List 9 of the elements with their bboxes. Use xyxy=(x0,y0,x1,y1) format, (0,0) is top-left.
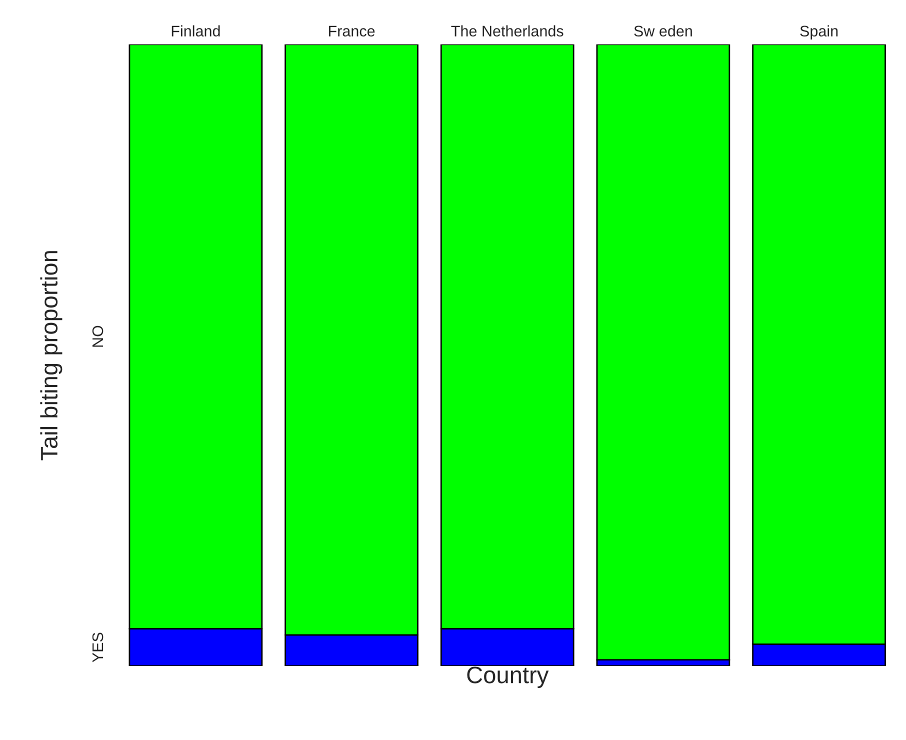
x-tick-label: Finland xyxy=(172,25,220,37)
x-axis-title: Country xyxy=(467,666,549,688)
text: YES xyxy=(92,632,104,662)
y-axis-title: Tail biting proportion xyxy=(40,251,62,460)
x-tick-label: Spain xyxy=(800,25,838,40)
text: NO xyxy=(92,326,104,347)
x-tick-label: France xyxy=(329,26,375,37)
x-tick-label: Sw eden xyxy=(634,25,692,37)
x-tick-label: The Netherlands xyxy=(451,25,564,37)
